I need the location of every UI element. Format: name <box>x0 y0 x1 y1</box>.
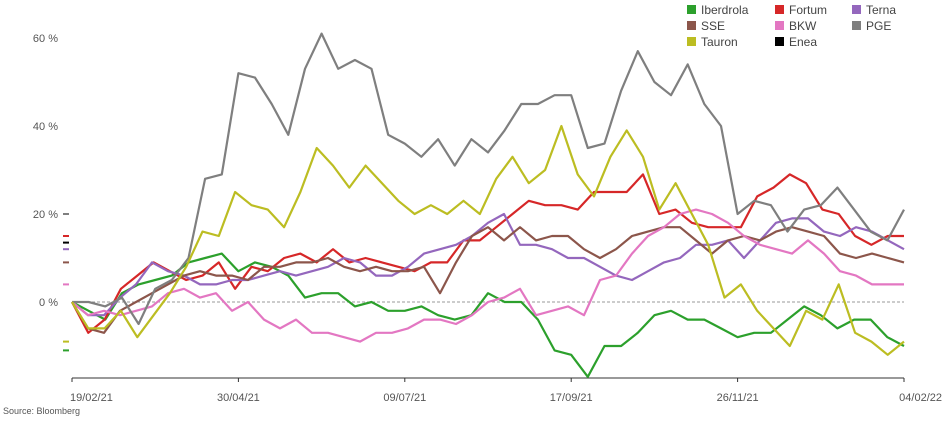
legend-label-enea: Enea <box>789 35 817 49</box>
source-note: Source: Bloomberg <box>3 406 81 416</box>
series-line-tauron <box>71 124 905 356</box>
x-tick-label: 19/02/21 <box>70 392 113 404</box>
legend-label-pge: PGE <box>866 19 891 33</box>
y-tick-label: 0 % <box>39 297 58 309</box>
legend-swatch <box>852 21 861 30</box>
legend-swatch <box>775 21 784 30</box>
legend-label-iberdrola: Iberdrola <box>701 3 749 17</box>
legend: Iberdrola Fortum Terna SSE BKW PGE Tauron Enea <box>687 3 896 49</box>
series-lines <box>71 32 905 378</box>
x-tick-label: 30/04/21 <box>217 392 260 404</box>
y-tick-label: 20 % <box>33 209 58 221</box>
series-line-sse <box>71 226 905 334</box>
series-line-bkw <box>71 208 904 343</box>
legend-swatch <box>852 5 861 14</box>
legend-label-sse: SSE <box>701 19 725 33</box>
x-tick-label: 04/02/22 <box>899 392 942 404</box>
legend-swatch <box>775 5 784 14</box>
legend-swatch <box>687 37 696 46</box>
y-tick-label: 60 % <box>33 33 58 45</box>
series-line-terna <box>71 212 905 317</box>
legend-label-fortum: Fortum <box>789 3 827 17</box>
legend-label-bkw: BKW <box>789 19 817 33</box>
series-line-iberdrola <box>71 252 905 378</box>
legend-swatch <box>687 5 696 14</box>
y-tick-label: 40 % <box>33 121 58 133</box>
legend-swatch <box>775 37 784 46</box>
legend-swatch <box>687 21 696 30</box>
x-tick-label: 09/07/21 <box>383 392 426 404</box>
series-line-fortum <box>71 173 904 334</box>
x-axis: 19/02/21 30/04/21 09/07/21 17/09/21 26/11/21… <box>70 377 942 404</box>
series-line-pge <box>72 32 905 326</box>
x-tick-label: 26/11/21 <box>717 392 759 404</box>
legend-label-terna: Terna <box>866 3 896 17</box>
y-end-markers <box>63 213 69 352</box>
x-tick-label: 17/09/21 <box>550 392 593 404</box>
legend-label-tauron: Tauron <box>701 35 738 49</box>
